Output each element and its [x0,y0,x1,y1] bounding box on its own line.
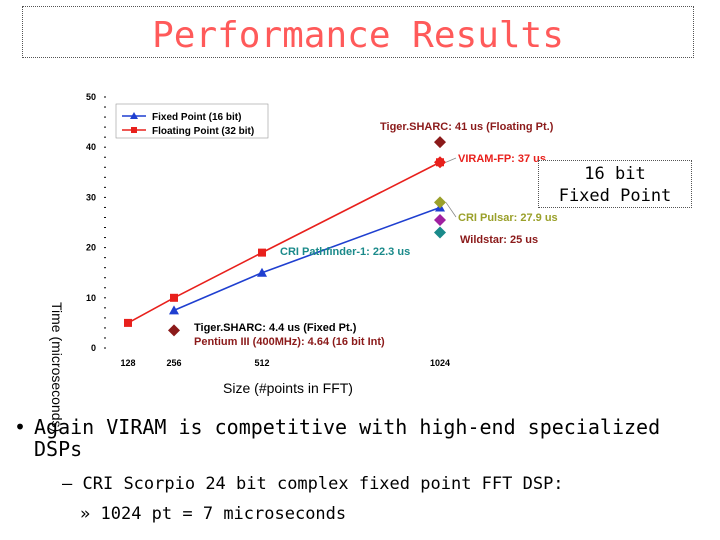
y-axis-title: Time (microseconds) [49,302,65,432]
reference-marker [434,213,446,226]
reference-marker [434,156,446,169]
x-tick-label: 256 [166,358,181,368]
bullet-3: » 1024 pt = 7 microseconds [14,504,704,524]
title-frame: Performance Results [22,6,694,58]
bullet-3-symbol: » [80,504,91,524]
series-point [258,248,266,257]
bullet-1-symbol: • [14,415,27,439]
x-tick-label: 512 [254,358,269,368]
bullet-list: • Again VIRAM is competitive with high-e… [14,416,704,524]
bullet-1: • Again VIRAM is competitive with high-e… [14,416,704,460]
y-tick-label: 20 [86,243,96,253]
x-axis-title: Size (#points in FFT) [223,380,353,396]
reference-marker [434,226,446,239]
legend-label: Fixed Point (16 bit) [152,112,241,123]
series-point [257,267,267,277]
series-line [127,161,441,324]
reference-label: Wildstar: 25 us [460,234,538,246]
x-tick-label: 128 [120,358,135,368]
reference-label: Tiger.SHARC: 4.4 us (Fixed Pt.) [194,322,357,334]
series-line [173,206,441,312]
reference-label: Pentium III (400MHz): 4.64 (16 bit Int) [194,336,385,348]
reference-marker [434,136,446,149]
legend-box [115,103,269,139]
reference-marker [168,324,180,337]
legend-marker [130,112,138,119]
y-tick-label: 40 [86,142,96,152]
bullet-1-text: Again VIRAM is competitive with high-end… [34,415,661,461]
callout-line-1: 16 bit [584,164,646,184]
y-tick-label: 10 [86,293,96,303]
legend-label: Floating Point (32 bit) [152,126,254,137]
fixed-point-callout: 16 bit Fixed Point [538,160,692,208]
reference-label: CRI Pulsar: 27.9 us [458,212,558,224]
y-tick-label: 0 [91,343,96,353]
series-point [169,305,179,315]
y-tick-label: 50 [86,92,96,102]
bullet-3-text: 1024 pt = 7 microseconds [100,504,347,524]
reference-arrow [445,157,457,163]
y-tick-label: 30 [86,192,96,202]
x-tick-label: 1024 [430,358,450,368]
reference-marker [434,196,446,209]
reference-label: VIRAM-FP: 37 us [458,153,546,165]
reference-label: CRI Pathfinder-1: 22.3 us [280,246,410,258]
slide-title: Performance Results [152,15,564,56]
callout-line-2: Fixed Point [558,186,672,206]
legend-marker [131,127,137,133]
reference-label: Tiger.SHARC: 41 us (Floating Pt.) [380,121,554,133]
series-point [170,293,178,302]
reference-arrow [445,202,457,218]
bullet-2-symbol: – [62,474,73,494]
series-point [124,318,132,327]
bullet-2-text: CRI Scorpio 24 bit complex fixed point F… [82,474,564,494]
bullet-2: – CRI Scorpio 24 bit complex fixed point… [14,474,704,494]
